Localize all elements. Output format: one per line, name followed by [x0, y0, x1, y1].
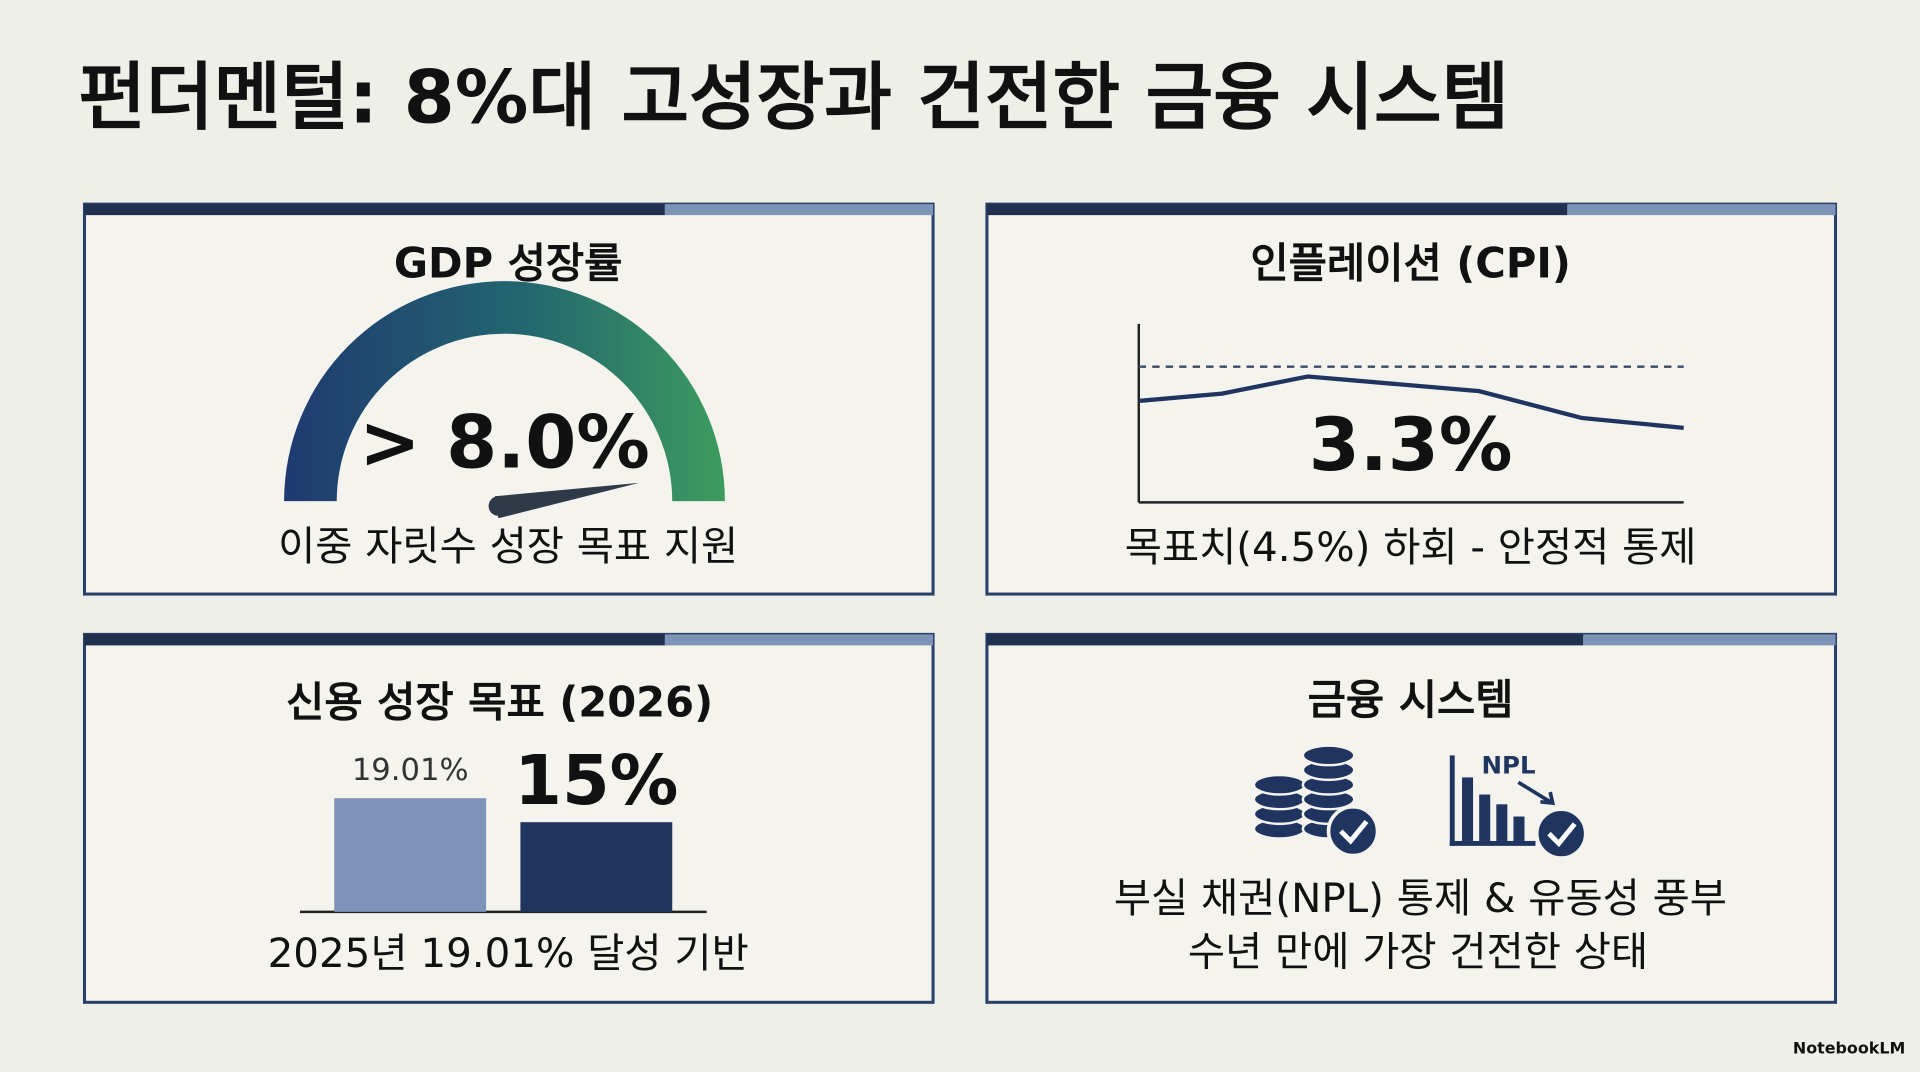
- panel-frame: [82, 202, 935, 596]
- check-circle: [1534, 807, 1588, 860]
- panel-frame: [985, 202, 1838, 596]
- panel-credit: 신용 성장 목표 (2026) 2025년 19.01% 달성 기반 19.01…: [82, 632, 935, 1004]
- panel-top-bar: [664, 634, 934, 646]
- bar-value-label: 15%: [514, 741, 678, 821]
- gauge-pivot: [488, 496, 509, 516]
- panel-top-bar: [986, 204, 1568, 216]
- trend-line: [1138, 374, 1684, 430]
- panel-caption: 목표치(4.5%) 하회 - 안정적 통제: [1125, 524, 1697, 571]
- bar: [520, 822, 673, 912]
- panel-title: 금융 시스템: [1308, 675, 1514, 724]
- cpi-value: 3.3%: [1309, 403, 1513, 488]
- panel-frame: [985, 632, 1838, 1004]
- panel-frame: [82, 632, 935, 1004]
- panel-top-bar: [664, 204, 934, 216]
- panel-caption-line: 부실 채권(NPL) 통제 & 유동성 풍부: [1114, 875, 1727, 922]
- check-mark: [1547, 822, 1577, 848]
- panel-financial: 금융 시스템 NPL 부실 채권(NPL) 통제 & 유동성 풍부 수년 만에 …: [985, 632, 1838, 1004]
- npl-chart-icon: [1449, 755, 1536, 846]
- panel-caption: 이중 자릿수 성장 목표 지원: [278, 523, 738, 570]
- check-mark: [1339, 819, 1369, 845]
- panel-caption-line: 수년 만에 가장 건전한 상태: [1188, 929, 1648, 976]
- panel-gdp: GDP 성장률 > 8.0% 이중 자릿수 성장 목표 지원: [82, 202, 935, 596]
- icon-label: NPL: [1482, 750, 1536, 779]
- panel-cpi: 인플레이션 (CPI) 3.3% 목표치(4.5%) 하회 - 안정적 통제: [985, 202, 1838, 596]
- bar-value-label: 19.01%: [352, 753, 469, 788]
- bar: [334, 798, 487, 912]
- panel-title: GDP 성장률: [394, 238, 623, 287]
- gauge-value: > 8.0%: [359, 400, 650, 485]
- panel-top-bar: [986, 634, 1584, 646]
- panel-caption: 2025년 19.01% 달성 기반: [268, 930, 749, 977]
- panel-title: 인플레이션 (CPI): [1250, 238, 1570, 287]
- panel-top-bar: [84, 204, 665, 216]
- footer-brand: NotebookLM: [1793, 1038, 1905, 1057]
- arrow: [1517, 780, 1555, 806]
- slide-title: 펀더멘털: 8%대 고성장과 건전한 금융 시스템: [78, 56, 1509, 141]
- panel-top-bar: [1567, 204, 1836, 216]
- panel-top-bar: [1583, 634, 1836, 646]
- gauge-needle: [494, 482, 640, 519]
- gauge-arc: [284, 281, 725, 502]
- coins-icon: [1252, 744, 1380, 858]
- panel-top-bar: [84, 634, 665, 646]
- panel-title: 신용 성장 목표 (2026): [286, 677, 713, 726]
